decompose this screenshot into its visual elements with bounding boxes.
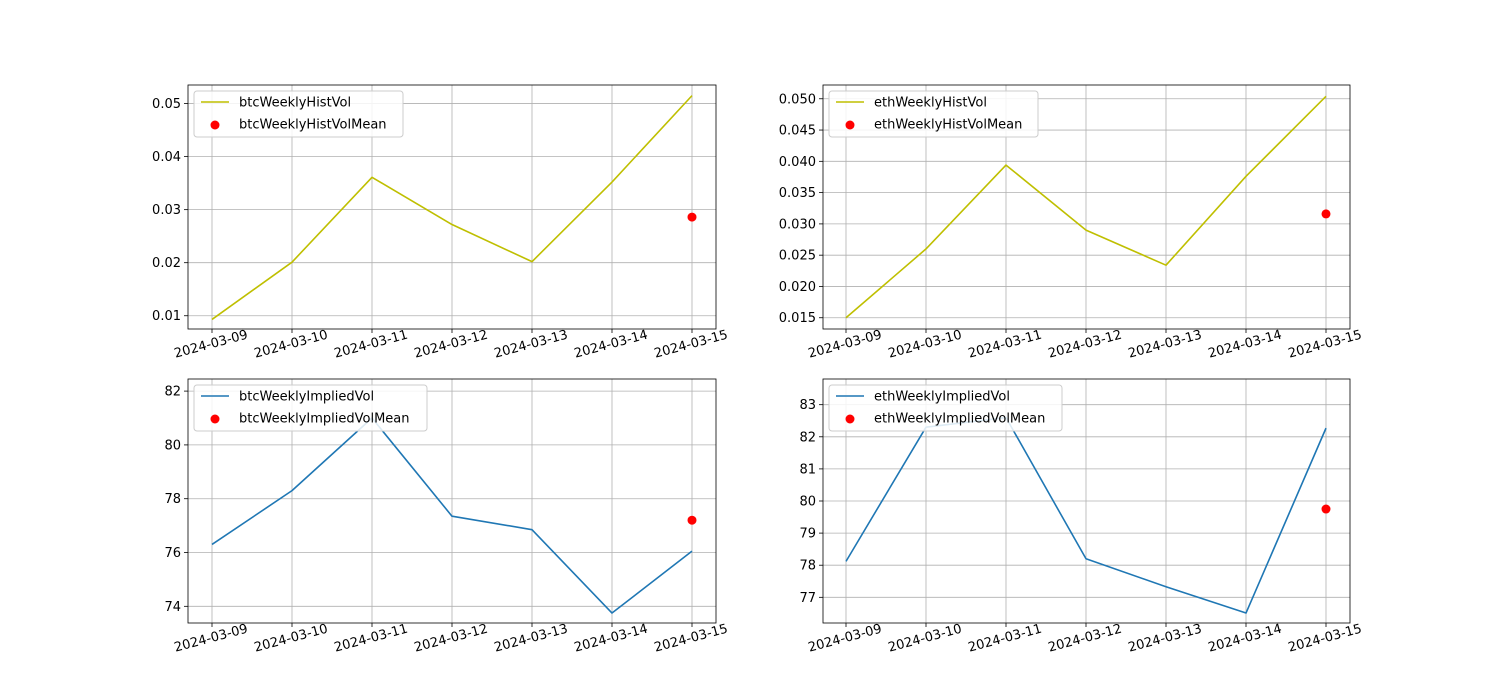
y-tick-label: 82 — [799, 430, 816, 445]
mean-point — [687, 515, 697, 525]
y-tick-label: 0.01 — [152, 309, 181, 324]
y-tick-label: 77 — [799, 591, 816, 606]
legend-dot-swatch — [845, 120, 855, 130]
legend-label: ethWeeklyHistVol — [874, 96, 987, 111]
y-tick-label: 0.025 — [779, 249, 816, 264]
x-tick-label: 2024-03-14 — [573, 622, 650, 656]
y-tick-label: 82 — [164, 385, 181, 400]
x-tick-label: 2024-03-12 — [413, 622, 490, 656]
legend-label: btcWeeklyHistVolMean — [239, 118, 387, 133]
legend-box — [828, 384, 1063, 432]
mean-point — [1321, 209, 1331, 219]
mean-point — [1321, 504, 1331, 514]
x-tick-label: 2024-03-10 — [253, 622, 330, 656]
x-tick-label: 2024-03-10 — [887, 328, 964, 362]
x-tick-label: 2024-03-15 — [653, 328, 730, 362]
legend-box — [828, 90, 1039, 138]
x-tick-label: 2024-03-15 — [1287, 622, 1364, 656]
legend-label: btcWeeklyHistVol — [239, 96, 351, 111]
y-tick-label: 76 — [164, 546, 181, 561]
legend-dot-swatch — [210, 120, 220, 130]
series-line — [211, 417, 693, 614]
x-tick-label: 2024-03-13 — [493, 622, 570, 656]
y-tick-label: 0.015 — [779, 311, 816, 326]
legend-box — [193, 90, 404, 138]
x-tick-label: 2024-03-14 — [573, 328, 650, 362]
y-tick-label: 0.035 — [779, 186, 816, 201]
x-tick-label: 2024-03-09 — [173, 622, 250, 656]
x-tick-label: 2024-03-11 — [333, 622, 410, 656]
x-tick-label: 2024-03-12 — [1047, 622, 1124, 656]
eth-implied-vol-chart: 2024-03-09 2024-03-10 2024-03-11 2024-03-12… — [799, 378, 1364, 656]
y-tick-label: 0.02 — [152, 256, 181, 271]
legend-label: btcWeeklyImpliedVol — [239, 390, 374, 405]
y-tick-label: 83 — [799, 398, 816, 413]
legend-label: ethWeeklyHistVolMean — [874, 118, 1022, 133]
legend-box — [193, 384, 428, 432]
x-tick-label: 2024-03-13 — [1127, 328, 1204, 362]
x-tick-label: 2024-03-13 — [493, 328, 570, 362]
y-tick-label: 0.040 — [779, 155, 816, 170]
y-tick-label: 0.04 — [152, 150, 181, 165]
y-tick-label: 0.030 — [779, 217, 816, 232]
x-tick-label: 2024-03-12 — [1047, 328, 1124, 362]
y-tick-label: 0.050 — [779, 92, 816, 107]
y-tick-label: 0.05 — [152, 97, 181, 112]
y-tick-label: 79 — [799, 527, 816, 542]
y-tick-label: 0.03 — [152, 203, 181, 218]
y-tick-label: 78 — [799, 559, 816, 574]
btc-implied-vol-chart: 2024-03-09 2024-03-10 2024-03-11 2024-03-12… — [164, 378, 730, 656]
btc-hist-vol-chart: 2024-03-09 2024-03-10 2024-03-11 2024-03-12… — [152, 84, 730, 362]
legend-label: btcWeeklyImpliedVolMean — [239, 412, 410, 427]
x-tick-label: 2024-03-11 — [967, 328, 1044, 362]
x-tick-label: 2024-03-13 — [1127, 622, 1204, 656]
legend-label: ethWeeklyImpliedVolMean — [874, 412, 1045, 427]
x-tick-label: 2024-03-09 — [807, 328, 884, 362]
y-tick-label: 81 — [799, 462, 816, 477]
y-tick-label: 74 — [164, 600, 181, 615]
x-tick-label: 2024-03-10 — [253, 328, 330, 362]
x-tick-label: 2024-03-09 — [807, 622, 884, 656]
x-tick-label: 2024-03-09 — [173, 328, 250, 362]
plot-frame — [187, 378, 717, 624]
x-tick-label: 2024-03-10 — [887, 622, 964, 656]
x-tick-label: 2024-03-14 — [1207, 328, 1284, 362]
x-tick-label: 2024-03-14 — [1207, 622, 1284, 656]
series-line — [211, 95, 693, 321]
legend-dot-swatch — [210, 414, 220, 424]
x-tick-label: 2024-03-15 — [1287, 328, 1364, 362]
y-tick-label: 80 — [799, 495, 816, 510]
plot-frame — [187, 84, 717, 330]
series-line — [845, 95, 1327, 319]
y-tick-label: 80 — [164, 438, 181, 453]
y-tick-label: 0.020 — [779, 280, 816, 295]
y-tick-label: 78 — [164, 492, 181, 507]
plot-frame — [822, 84, 1351, 330]
plot-frame — [822, 378, 1351, 624]
x-tick-label: 2024-03-11 — [967, 622, 1044, 656]
x-tick-label: 2024-03-12 — [413, 328, 490, 362]
legend-label: ethWeeklyImpliedVol — [874, 390, 1010, 405]
y-tick-label: 0.045 — [779, 124, 816, 139]
eth-hist-vol-chart: 2024-03-09 2024-03-10 2024-03-11 2024-03-12… — [779, 84, 1364, 362]
x-tick-label: 2024-03-15 — [653, 622, 730, 656]
x-tick-label: 2024-03-11 — [333, 328, 410, 362]
legend-dot-swatch — [845, 414, 855, 424]
mean-point — [687, 212, 697, 222]
